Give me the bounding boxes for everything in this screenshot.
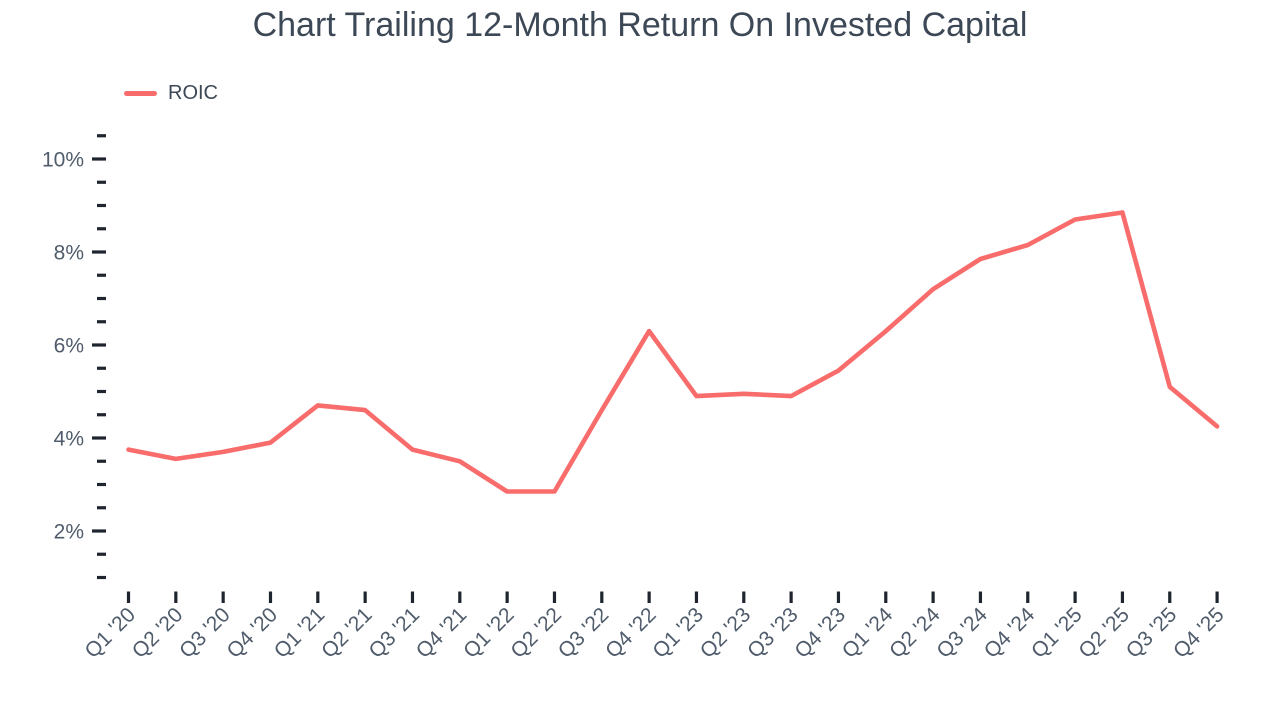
- x-axis-label: Q4 '23: [790, 603, 850, 663]
- x-axis-label: Q3 '22: [554, 603, 614, 663]
- x-axis-label: Q1 '25: [1027, 603, 1087, 663]
- x-axis-label: Q2 '21: [317, 603, 377, 663]
- y-axis-label: 10%: [42, 149, 84, 172]
- x-axis-label: Q1 '20: [80, 603, 140, 663]
- y-axis-label: 2%: [54, 521, 84, 544]
- x-axis-label: Q3 '25: [1122, 603, 1182, 663]
- y-axis-label: 8%: [54, 242, 84, 265]
- x-axis-label: Q1 '21: [270, 603, 330, 663]
- x-axis-label: Q4 '20: [222, 603, 282, 663]
- y-axis-label: 4%: [54, 428, 84, 451]
- series-line-roic: [126, 210, 1220, 494]
- x-axis-label: Q2 '25: [1074, 603, 1134, 663]
- legend: ROIC: [124, 81, 218, 105]
- x-axis-label: Q4 '21: [412, 603, 472, 663]
- x-axis-label: Q3 '23: [743, 603, 803, 663]
- y-axis-label: 6%: [54, 335, 84, 358]
- x-axis-label: Q4 '22: [601, 603, 661, 663]
- x-axis-label: Q3 '21: [364, 603, 424, 663]
- x-axis-label: Q2 '23: [696, 603, 756, 663]
- legend-label: ROIC: [168, 81, 218, 104]
- x-axis-label: Q1 '22: [459, 603, 519, 663]
- x-axis-label: Q4 '24: [980, 603, 1040, 663]
- x-axis-label: Q3 '24: [932, 603, 992, 663]
- x-axis-label: Q1 '24: [838, 603, 898, 663]
- x-axis-label: Q2 '24: [885, 603, 945, 663]
- chart-title: Chart Trailing 12-Month Return On Invest…: [252, 6, 1028, 44]
- legend-line-swatch: [124, 90, 157, 96]
- x-axis-label: Q4 '25: [1169, 603, 1229, 663]
- x-axis-label: Q2 '22: [506, 603, 566, 663]
- x-axis-label: Q3 '20: [175, 603, 235, 663]
- x-axis-label: Q2 '20: [128, 603, 188, 663]
- x-axis-label: Q1 '23: [648, 603, 708, 663]
